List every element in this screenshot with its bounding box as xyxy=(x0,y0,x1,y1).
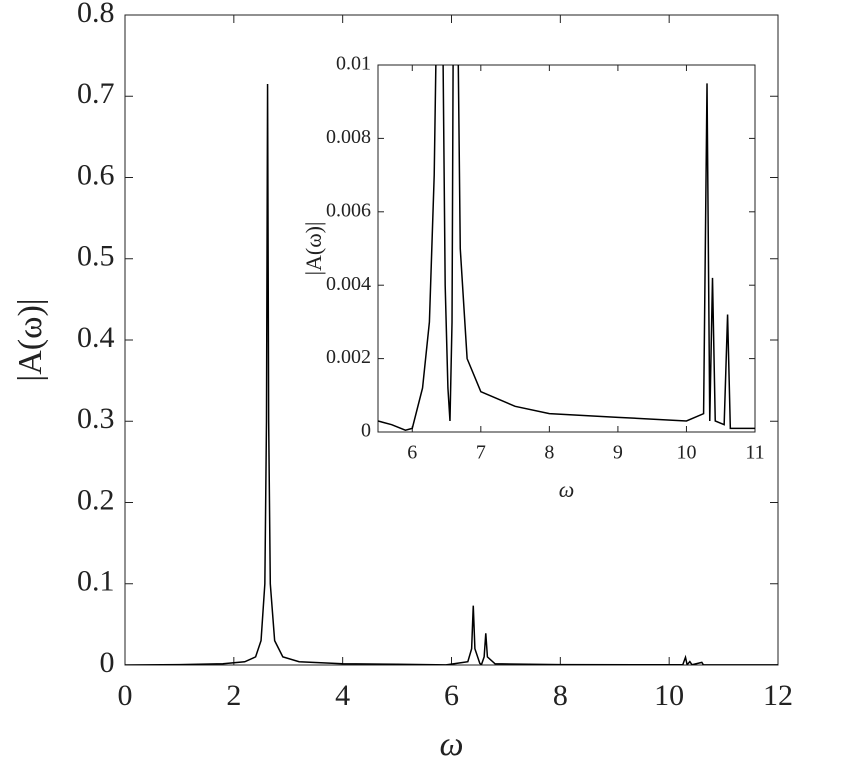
y-tick-label: 0.1 xyxy=(77,565,115,598)
y-tick-label: 0.8 xyxy=(77,0,115,29)
x-tick-label: 8 xyxy=(553,679,568,712)
y-tick-label: 0.3 xyxy=(77,402,115,435)
y-tick-label: 0.7 xyxy=(77,77,115,110)
y-axis-label: |A(ω)| xyxy=(301,222,326,276)
x-tick-label: 2 xyxy=(226,679,241,712)
y-tick-label: 0.006 xyxy=(326,199,371,221)
x-axis-label: ω xyxy=(439,726,463,762)
y-tick-label: 0.2 xyxy=(77,483,115,516)
y-tick-label: 0.008 xyxy=(326,126,371,148)
x-tick-label: 6 xyxy=(407,442,417,464)
y-tick-label: 0.004 xyxy=(326,273,371,295)
x-tick-label: 10 xyxy=(654,679,684,712)
y-tick-label: 0.4 xyxy=(77,321,115,354)
curve xyxy=(378,65,755,431)
y-tick-label: 0 xyxy=(100,646,115,679)
x-tick-label: 7 xyxy=(476,442,486,464)
y-axis-label: |A(ω)| xyxy=(12,298,49,381)
x-tick-label: 6 xyxy=(444,679,459,712)
y-tick-label: 0 xyxy=(361,420,371,442)
y-tick-label: 0.5 xyxy=(77,240,115,273)
x-tick-label: 12 xyxy=(763,679,793,712)
y-tick-label: 0.6 xyxy=(77,158,115,191)
x-tick-label: 10 xyxy=(676,442,696,464)
x-tick-label: 4 xyxy=(335,679,350,712)
curve xyxy=(125,84,778,665)
y-tick-label: 0.002 xyxy=(326,346,371,368)
x-tick-label: 0 xyxy=(118,679,133,712)
axes: 6 7 8 9 10 11 0 0.002 0.004 0.006 0.008 0.01 ω |A(ω)| xyxy=(301,53,765,502)
y-tick-label: 0.01 xyxy=(336,53,371,75)
x-tick-label: 9 xyxy=(613,442,623,464)
x-tick-label: 8 xyxy=(544,442,554,464)
plot-area xyxy=(377,64,756,433)
x-axis-label: ω xyxy=(559,477,575,502)
x-tick-label: 11 xyxy=(745,442,764,464)
